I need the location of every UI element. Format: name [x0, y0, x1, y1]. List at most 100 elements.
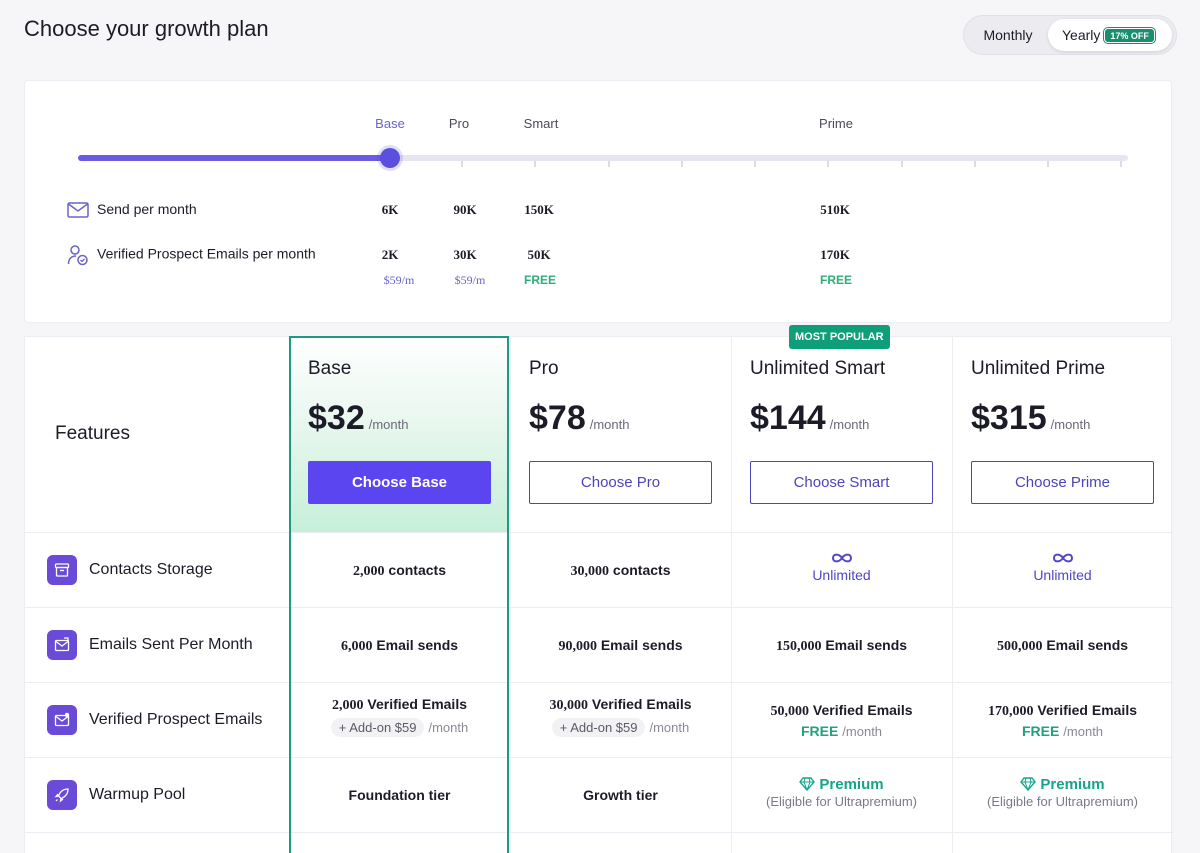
cell-text: contacts: [609, 562, 671, 578]
slider-tick: [1047, 161, 1049, 167]
plan-slider-track[interactable]: [78, 148, 1128, 168]
infinity-icon: [952, 551, 1173, 567]
rocket-icon: [47, 780, 77, 810]
free-period: /month: [842, 724, 883, 739]
discount-badge: 17% OFF: [1104, 28, 1155, 43]
addon-button[interactable]: + Add-on $59: [330, 718, 425, 737]
table-cell: Premium (Eligible for Ultrapremium): [952, 776, 1173, 809]
eligibility-note: (Eligible for Ultrapremium): [766, 794, 917, 809]
slider-tick: [608, 161, 610, 167]
table-cell: 30,000 contacts: [510, 562, 731, 580]
cell-text: Email sends: [1042, 637, 1129, 653]
feature-label: Verified Prospect Emails: [89, 711, 263, 728]
metric-sub-free: FREE: [819, 273, 853, 287]
cell-number: 50,000: [770, 704, 810, 719]
plan-pro: Pro $78/month Choose Pro: [510, 337, 731, 532]
metric-value: 2K: [381, 247, 399, 262]
plan-name: Unlimited Prime: [971, 358, 1106, 379]
plans-table: Features Base $32/month Choose Base Pro …: [24, 325, 1173, 853]
slider-tick: [1120, 161, 1122, 167]
cell-number: 30,000: [549, 698, 589, 713]
cell-number: 6,000: [340, 639, 373, 654]
cell-text: Verified Emails: [1033, 702, 1137, 718]
metric-sub-free: FREE: [523, 273, 557, 287]
diamond-icon: [799, 777, 816, 794]
table-cell: 50,000 Verified Emails FREE/month: [731, 702, 952, 739]
plan-slider-panel: Base Pro Smart Prime Send per month 6K 9…: [24, 80, 1172, 323]
divider: [25, 682, 1173, 683]
slider-tick: [754, 161, 756, 167]
tier-label-pro[interactable]: Pro: [448, 116, 470, 131]
feature-verified-prospect-emails: Verified Prospect Emails: [47, 705, 262, 735]
metric-value: 510K: [820, 202, 850, 217]
slider-tick: [901, 161, 903, 167]
metric-verified-emails: Verified Prospect Emails per month: [67, 244, 316, 266]
table-cell: 150,000 Email sends: [731, 637, 952, 655]
table-cell: Unlimited: [731, 551, 952, 583]
divider: [952, 337, 953, 853]
feature-emails-sent: Emails Sent Per Month: [47, 630, 253, 660]
addon-label: Add-on $59: [349, 720, 417, 735]
metric-value: 90K: [453, 202, 477, 217]
cell-text: contacts: [384, 562, 446, 578]
cell-text: Email sends: [596, 637, 683, 653]
tier-label-smart[interactable]: Smart: [523, 116, 559, 131]
feature-label: Emails Sent Per Month: [89, 636, 253, 653]
metric-sub-price: $59/m: [454, 273, 486, 287]
billing-toggle[interactable]: Monthly Yearly 17% OFF: [963, 15, 1177, 55]
table-cell: 6,000 Email sends: [289, 637, 510, 655]
plan-price: $78/month: [529, 399, 629, 438]
selected-plan-outline: [289, 336, 509, 853]
addon-button[interactable]: + Add-on $59: [551, 718, 646, 737]
price-amount: $78: [529, 399, 586, 437]
feature-label: Warmup Pool: [89, 786, 186, 803]
plan-slider-fill: [78, 155, 390, 161]
table-cell: Premium (Eligible for Ultrapremium): [731, 776, 952, 809]
metric-label: Verified Prospect Emails per month: [97, 245, 316, 262]
cell-text: Verified Emails: [363, 696, 467, 712]
email-send-icon: [47, 630, 77, 660]
metric-label: Send per month: [97, 201, 197, 217]
billing-monthly-option[interactable]: Monthly: [983, 27, 1033, 43]
cell-text: Verified Emails: [588, 696, 692, 712]
user-check-icon: [67, 245, 88, 266]
divider: [731, 337, 732, 853]
divider: [510, 337, 511, 853]
price-amount: $315: [971, 399, 1047, 437]
plan-name: Unlimited Smart: [750, 358, 886, 379]
unlimited-label: Unlimited: [812, 567, 871, 583]
price-period: /month: [589, 417, 630, 432]
page-title: Choose your growth plan: [24, 16, 269, 41]
price-period: /month: [368, 417, 409, 432]
feature-label: Contacts Storage: [89, 561, 213, 578]
choose-base-button[interactable]: Choose Base: [308, 461, 491, 504]
tier-label-base[interactable]: Base: [375, 116, 405, 131]
choose-pro-button[interactable]: Choose Pro: [529, 461, 712, 504]
plan-slider-thumb[interactable]: [380, 148, 400, 168]
cell-text: Email sends: [372, 637, 459, 653]
table-cell: 500,000 Email sends: [952, 637, 1173, 655]
plan-name: Base: [308, 358, 352, 379]
premium-label: Premium: [819, 776, 884, 793]
cell-number: 30,000: [570, 564, 610, 579]
cell-text: Email sends: [821, 637, 908, 653]
price-amount: $144: [750, 399, 826, 437]
table-cell: Growth tier: [583, 787, 658, 803]
mail-icon: [67, 202, 89, 219]
addon-period: /month: [428, 720, 469, 735]
choose-prime-button[interactable]: Choose Prime: [971, 461, 1154, 504]
metric-value: 150K: [524, 202, 554, 217]
price-period: /month: [829, 417, 870, 432]
free-period: /month: [1063, 724, 1104, 739]
tier-label-prime[interactable]: Prime: [819, 116, 853, 131]
choose-smart-button[interactable]: Choose Smart: [750, 461, 933, 504]
divider: [25, 607, 1173, 608]
divider: [25, 532, 1173, 533]
plan-unlimited-prime: Unlimited Prime $315/month Choose Prime: [952, 337, 1173, 532]
slider-tick: [827, 161, 829, 167]
slider-tick: [534, 161, 536, 167]
metric-value: 170K: [820, 247, 850, 262]
archive-icon: [47, 555, 77, 585]
billing-yearly-option[interactable]: Yearly 17% OFF: [1048, 19, 1172, 51]
email-verified-icon: [47, 705, 77, 735]
